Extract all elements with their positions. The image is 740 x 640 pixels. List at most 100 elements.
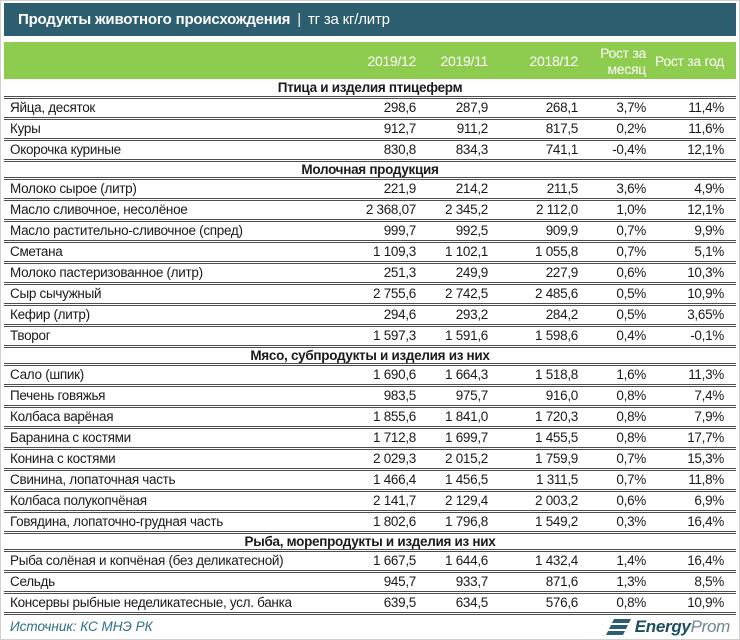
value-cell: 0,8% — [582, 427, 650, 450]
table-row: Яйца, десяток 298,6 287,9 268,1 3,7% 11,4% — [4, 97, 736, 120]
value-cell: 6,9% — [650, 490, 736, 513]
value-cell: 9,9% — [650, 220, 736, 243]
value-cell: 975,7 — [420, 385, 492, 408]
column-header: Рост за месяц — [582, 42, 650, 79]
product-name: Баранина с костями — [4, 427, 350, 450]
value-cell: 1,3% — [582, 571, 650, 594]
value-cell: 10,9% — [650, 283, 736, 306]
value-cell: 0,5% — [582, 304, 650, 327]
value-cell: 0,3% — [582, 511, 650, 534]
product-name: Конина с костями — [4, 448, 350, 471]
product-name: Масло растительно-сливочное (спред) — [4, 220, 350, 243]
value-cell: 2 755,6 — [350, 283, 420, 306]
value-cell: 576,6 — [492, 592, 582, 615]
product-name: Свинина, лопаточная часть — [4, 469, 350, 492]
table-row: Конина с костями 2 029,3 2 015,2 1 759,9 0,7… — [4, 448, 736, 471]
value-cell: 933,7 — [420, 571, 492, 594]
value-cell: 1 455,5 — [492, 427, 582, 450]
table-row: Баранина с костями 1 712,8 1 699,7 1 455,5 0… — [4, 427, 736, 450]
value-cell: 1 796,8 — [420, 511, 492, 534]
value-cell: 251,3 — [350, 262, 420, 285]
value-cell: 1 644,6 — [420, 550, 492, 573]
product-name: Молоко пастеризованное (литр) — [4, 262, 350, 285]
value-cell: 294,6 — [350, 304, 420, 327]
table-row: Сало (шпик) 1 690,6 1 664,3 1 518,8 1,6% 11,3… — [4, 364, 736, 387]
section-header-row: Молочная продукция — [4, 160, 736, 180]
value-cell: 1 466,4 — [350, 469, 420, 492]
value-cell: 2 015,2 — [420, 448, 492, 471]
value-cell: 1 667,5 — [350, 550, 420, 573]
value-cell: 5,1% — [650, 241, 736, 264]
value-cell: 1 432,4 — [492, 550, 582, 573]
price-table: 2019/12 2019/11 2018/12 Рост за месяц Рост з… — [4, 42, 736, 615]
page-title: Продукты животного происхождения — [18, 11, 291, 28]
value-cell: 2 368,07 — [350, 199, 420, 222]
table-row: Свинина, лопаточная часть 1 466,4 1 456,5 1… — [4, 469, 736, 492]
value-cell: 1 109,3 — [350, 241, 420, 264]
product-name: Сметана — [4, 241, 350, 264]
value-cell: 8,5% — [650, 571, 736, 594]
column-header: 2018/12 — [492, 42, 582, 79]
product-name: Рыба солёная и копчёная (без деликатесно… — [4, 550, 350, 573]
product-name: Кефир (литр) — [4, 304, 350, 327]
value-cell: 287,9 — [420, 97, 492, 120]
value-cell: 1 311,5 — [492, 469, 582, 492]
value-cell: 634,5 — [420, 592, 492, 615]
value-cell: 0,2% — [582, 118, 650, 141]
value-cell: 0,6% — [582, 490, 650, 513]
value-cell: 0,5% — [582, 283, 650, 306]
value-cell: 945,7 — [350, 571, 420, 594]
table-row: Масло растительно-сливочное (спред) 999,7… — [4, 220, 736, 243]
value-cell: 2 029,3 — [350, 448, 420, 471]
value-cell: 12,1% — [650, 199, 736, 222]
table-row: Колбаса полукопчёная 2 141,7 2 129,4 2 003,… — [4, 490, 736, 513]
value-cell: 817,5 — [492, 118, 582, 141]
section-title: Молочная продукция — [4, 160, 736, 180]
value-cell: 15,3% — [650, 448, 736, 471]
value-cell: 834,3 — [420, 139, 492, 162]
value-cell: 0,7% — [582, 448, 650, 471]
value-cell: 11,6% — [650, 118, 736, 141]
value-cell: 1 591,6 — [420, 325, 492, 348]
logo-text: EnergyProm — [634, 616, 731, 636]
value-cell: 1,0% — [582, 199, 650, 222]
column-header: 2019/12 — [350, 42, 420, 79]
value-cell: 12,1% — [650, 139, 736, 162]
product-name: Сельдь — [4, 571, 350, 594]
value-cell: 0,7% — [582, 241, 650, 264]
product-name: Печень говяжья — [4, 385, 350, 408]
value-cell: 3,6% — [582, 178, 650, 201]
value-cell: 1 549,2 — [492, 511, 582, 534]
product-name: Консервы рыбные неделикатесные, усл. бан… — [4, 592, 350, 615]
title-separator: | — [297, 11, 301, 28]
value-cell: 227,9 — [492, 262, 582, 285]
product-name: Куры — [4, 118, 350, 141]
value-cell: 1,4% — [582, 550, 650, 573]
value-cell: 10,9% — [650, 592, 736, 615]
energyprom-logo: EnergyProm — [605, 616, 731, 637]
value-cell: 298,6 — [350, 97, 420, 120]
value-cell: 7,9% — [650, 406, 736, 429]
value-cell: 741,1 — [492, 139, 582, 162]
column-header: 2019/11 — [420, 42, 492, 79]
table-row: Сельдь 945,7 933,7 871,6 1,3% 8,5% — [4, 571, 736, 594]
column-header: Рост за год — [650, 42, 736, 79]
product-name: Говядина, лопаточно-грудная часть — [4, 511, 350, 534]
value-cell: 1 712,8 — [350, 427, 420, 450]
product-name: Колбаса полукопчёная — [4, 490, 350, 513]
table-row: Масло сливочное, несолёное 2 368,07 2 345,… — [4, 199, 736, 222]
value-cell: 1 456,5 — [420, 469, 492, 492]
value-cell: 10,3% — [650, 262, 736, 285]
product-name: Яйца, десяток — [4, 97, 350, 120]
value-cell: 1 759,9 — [492, 448, 582, 471]
value-cell: 3,7% — [582, 97, 650, 120]
value-cell: 0,7% — [582, 469, 650, 492]
column-header-product — [4, 42, 350, 79]
section-header-row: Птица и изделия птицеферм — [4, 79, 736, 99]
value-cell: 4,9% — [650, 178, 736, 201]
product-name: Сыр сычужный — [4, 283, 350, 306]
value-cell: 221,9 — [350, 178, 420, 201]
value-cell: -0,1% — [650, 325, 736, 348]
value-cell: 0,6% — [582, 262, 650, 285]
value-cell: 0,4% — [582, 325, 650, 348]
